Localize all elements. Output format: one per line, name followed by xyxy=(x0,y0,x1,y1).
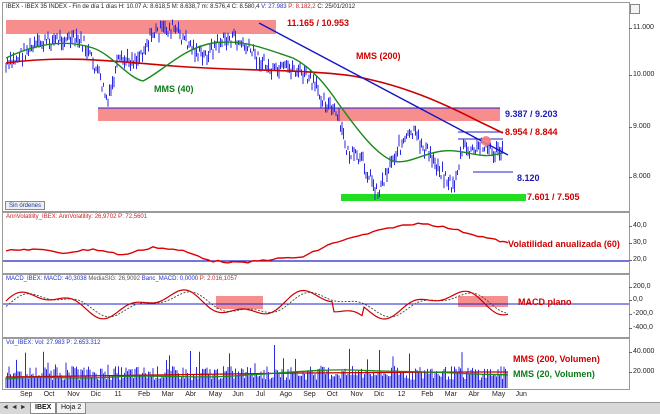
macd-header-part: MACD_IBEX: MACD: 40,3038 xyxy=(6,276,89,282)
price-header-part: C: 25/01/2012 xyxy=(317,4,356,10)
mid-level-band xyxy=(98,108,500,121)
x-tick-month: Sep xyxy=(20,391,33,398)
mms40-label: MMS (40) xyxy=(154,84,194,94)
x-tick-month: Jun xyxy=(515,391,527,398)
volatility-label: Volatilidad anualizada (60) xyxy=(508,239,620,249)
trendline xyxy=(258,22,509,156)
tab-hoja-2[interactable]: Hoja 2 xyxy=(56,403,87,414)
price-header-part: V: 27.983 xyxy=(261,4,287,10)
sheet-tab-bar: ◄ ◄ ► ►| IBEX Hoja 2 xyxy=(0,402,660,414)
support-band xyxy=(341,194,526,201)
macd-header-part: Banc_MACD: 0,0000 xyxy=(141,276,200,282)
volume-mms20-line xyxy=(5,369,509,380)
volume-bars xyxy=(5,345,508,388)
macd-header-part: MediaSIG: 26,9092 xyxy=(88,276,142,282)
x-tick-month: Feb xyxy=(421,391,434,398)
price-y-axis: 11.000 10.000 9.000 8.000 xyxy=(628,2,658,212)
macd-label: MACD plano xyxy=(518,297,572,307)
x-tick-month: May xyxy=(208,391,223,398)
price-chart-canvas xyxy=(5,19,526,201)
macd-pane[interactable]: MACD_IBEX: MACD: 40,3038 MediaSIG: 26,90… xyxy=(2,274,630,338)
x-tick-month: Sep xyxy=(303,391,316,398)
price-header-part: IBEX - IBEX 35 INDEX - Fin de día 1 días… xyxy=(6,4,262,10)
x-tick-month: Nov xyxy=(67,391,80,398)
tab-nav-arrows[interactable]: ◄ ◄ ► ►| xyxy=(2,404,38,411)
pane-config-icon[interactable] xyxy=(630,4,640,14)
orders-button[interactable]: Sin órdenes xyxy=(5,201,46,210)
volatility-pane[interactable]: AnnVolatility_IBEX: AnnVolatility: 26,97… xyxy=(2,212,630,274)
price-chart-pane[interactable]: IBEX - IBEX 35 INDEX - Fin de día 1 días… xyxy=(2,2,630,212)
x-tick-month: Dic xyxy=(90,391,101,398)
volume-mms200-label: MMS (200, Volumen) xyxy=(513,354,600,364)
resistance-label: 11.165 / 10.953 xyxy=(287,18,350,28)
x-axis: Sep Oct Nov Dic 11 Feb Mar Abr May Jun Jul Ago Sep Oc… xyxy=(2,390,630,402)
y-tick: 10.000 xyxy=(628,71,655,78)
x-tick-month: Feb xyxy=(138,391,151,398)
x-tick-month: Mar xyxy=(444,391,457,398)
volatility-line xyxy=(5,222,509,264)
level-8120-label: 8.120 xyxy=(517,173,540,183)
y-tick: 40.000 xyxy=(628,348,655,355)
x-tick-month: Oct xyxy=(326,391,338,398)
volume-header: Vol_IBEX: Vol: 27.983 P: 2.653.312 xyxy=(6,340,101,346)
macd-flat-band-left xyxy=(216,296,263,309)
macd-canvas xyxy=(3,289,629,320)
level-mid-label: 9.387 / 9.203 xyxy=(505,109,558,119)
x-tick-month: Jul xyxy=(256,391,265,398)
y-tick: 11.000 xyxy=(629,24,654,31)
y-tick: -200,0 xyxy=(629,310,653,317)
macd-header-part: P: 2.016,1057 xyxy=(199,276,238,282)
macd-line xyxy=(5,289,509,320)
volatility-y-axis: 40,0 30,0 20,0 xyxy=(629,212,658,274)
support-label: 7.601 / 7.505 xyxy=(527,192,580,202)
x-tick-month: Abr xyxy=(468,391,480,398)
tab-ibex[interactable]: IBEX xyxy=(30,403,57,414)
y-tick: 200,0 xyxy=(629,283,651,290)
macd-header: MACD_IBEX: MACD: 40,3038 MediaSIG: 26,90… xyxy=(6,276,237,282)
mms40-line xyxy=(5,41,504,163)
mms200-line xyxy=(5,58,504,134)
x-tick-month: Dic xyxy=(374,391,385,398)
y-tick: 8.000 xyxy=(629,173,651,180)
volume-pane[interactable]: Vol_IBEX: Vol: 27.983 P: 2.653.312 MMS (… xyxy=(2,338,630,390)
x-tick-month: Oct xyxy=(43,391,55,398)
volume-canvas xyxy=(5,345,509,388)
y-tick: 30,0 xyxy=(629,239,647,246)
x-tick-month: Abr xyxy=(185,391,197,398)
mms200-label: MMS (200) xyxy=(356,51,401,61)
volume-mms20-label: MMS (20, Volumen) xyxy=(513,369,595,379)
y-tick: 20,0 xyxy=(629,256,647,263)
price-chart-header: IBEX - IBEX 35 INDEX - Fin de día 1 días… xyxy=(6,4,355,10)
volatility-header: AnnVolatility_IBEX: AnnVolatility: 26,97… xyxy=(6,214,148,220)
x-tick-month: Ago xyxy=(279,391,293,398)
x-tick-month: May xyxy=(492,391,506,398)
x-tick-month: 12 xyxy=(397,391,406,398)
price-marker xyxy=(481,136,491,146)
price-header-part: P: 8.182,2 xyxy=(286,4,318,10)
level-8954-label: 8.954 / 8.844 xyxy=(505,127,558,137)
x-tick-month: Nov xyxy=(350,391,363,398)
volume-y-axis: 40.000 20.000 xyxy=(628,338,658,390)
x-tick-month: 11 xyxy=(114,391,122,398)
y-tick: 9.000 xyxy=(629,123,651,130)
macd-signal-line xyxy=(5,291,509,318)
volatility-canvas xyxy=(3,222,629,264)
y-tick: 0,0 xyxy=(629,296,643,303)
y-tick: 20.000 xyxy=(628,368,655,375)
y-tick: -400,0 xyxy=(629,324,653,331)
x-tick-month: Mar xyxy=(161,391,174,398)
y-tick: 40,0 xyxy=(629,222,647,229)
macd-y-axis: 200,0 0,0 -200,0 -400,0 xyxy=(629,274,658,338)
x-tick-month: Jun xyxy=(232,391,244,398)
